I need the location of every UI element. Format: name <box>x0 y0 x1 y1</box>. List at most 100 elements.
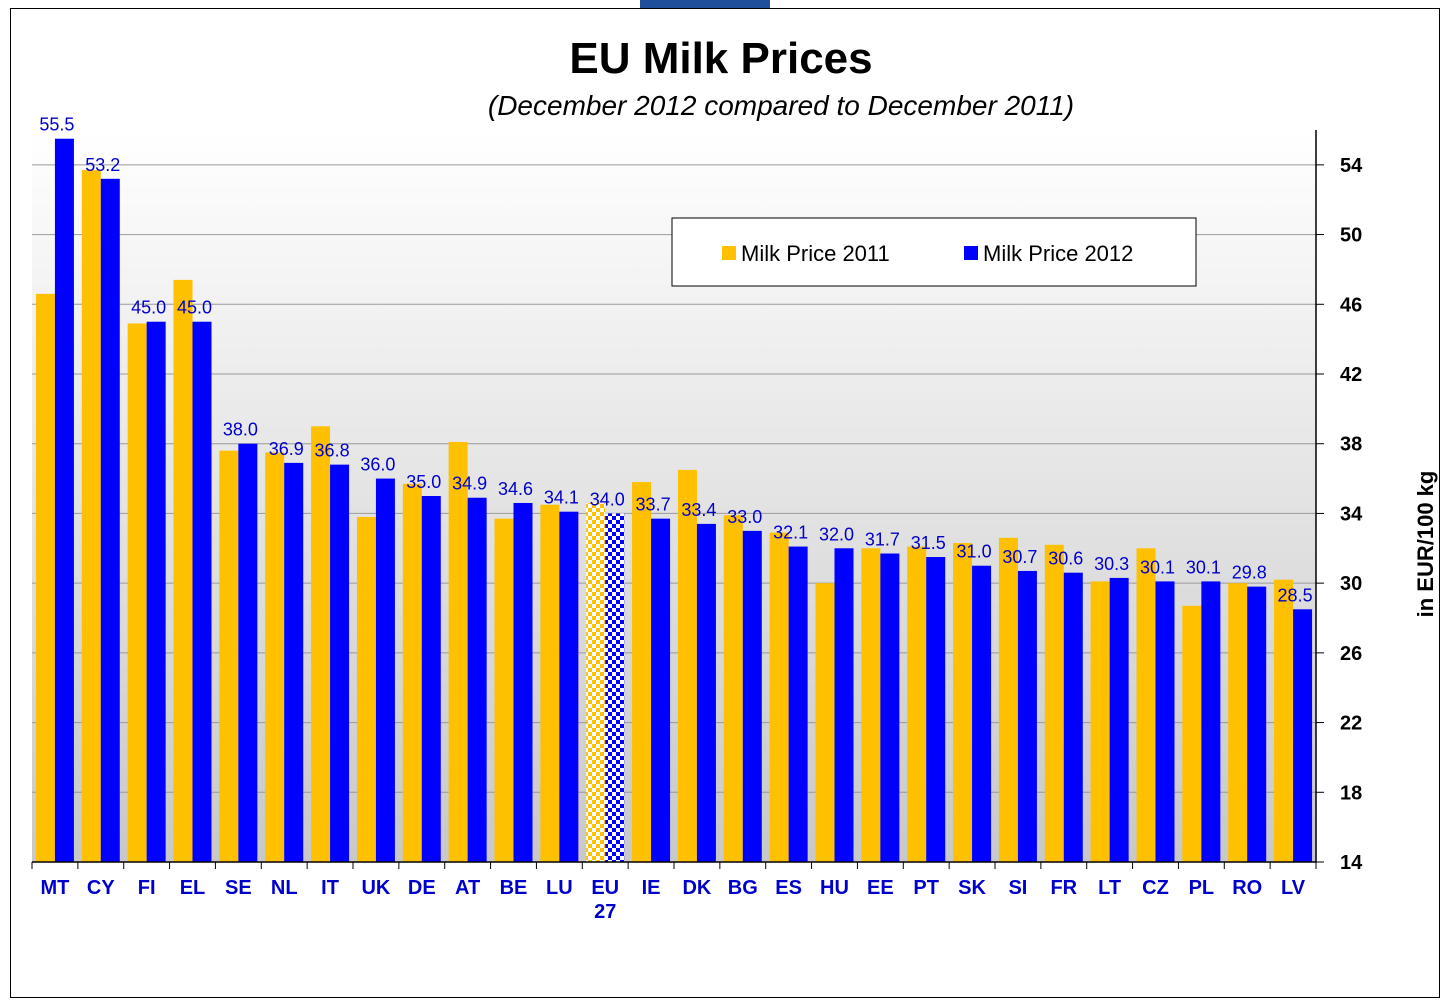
data-label-2012: 35.0 <box>406 472 441 492</box>
data-label-2012: 45.0 <box>131 298 166 318</box>
data-label-2012: 30.3 <box>1094 554 1129 574</box>
bar-2011 <box>769 532 789 862</box>
data-label-2012: 33.4 <box>681 500 716 520</box>
data-label-2012: 30.6 <box>1048 549 1083 569</box>
data-label-2012: 55.5 <box>39 115 74 135</box>
bar-2011 <box>861 548 881 862</box>
bar-2012 <box>1017 570 1037 862</box>
data-label-2012: 30.7 <box>1002 547 1037 567</box>
bar-2011 <box>1136 548 1156 862</box>
data-label-2012: 30.1 <box>1140 557 1175 577</box>
bar-2012 <box>513 502 533 862</box>
bar-2011 <box>173 279 193 862</box>
bar-2012 <box>192 321 212 862</box>
x-category-label: HU <box>820 877 849 899</box>
x-category-label: PL <box>1189 877 1215 899</box>
data-label-2012: 53.2 <box>85 155 120 175</box>
data-label-2012: 38.0 <box>223 420 258 440</box>
bar-2011 <box>356 516 376 862</box>
bar-2012 <box>651 518 671 862</box>
data-label-2012: 34.9 <box>452 474 487 494</box>
data-label-2012: 36.9 <box>269 439 304 459</box>
y-tick-label: 22 <box>1340 713 1362 735</box>
bar-2012 <box>605 513 625 862</box>
bar-2011 <box>1182 605 1202 862</box>
bar-2011 <box>402 483 422 862</box>
bar-2012 <box>375 478 395 862</box>
y-tick-label: 14 <box>1340 852 1363 874</box>
y-tick-label: 42 <box>1340 364 1362 386</box>
x-category-label: DK <box>682 877 711 899</box>
bar-2011 <box>1044 544 1064 862</box>
data-label-2012: 36.8 <box>315 441 350 461</box>
bar-2012 <box>238 443 258 862</box>
bar-2012 <box>467 497 487 862</box>
x-category-label: SK <box>958 877 986 899</box>
bar-2011 <box>907 546 927 862</box>
bars <box>35 138 1313 863</box>
bar-2011 <box>35 293 55 862</box>
data-label-2012: 31.0 <box>957 542 992 562</box>
bar-2012 <box>926 557 946 862</box>
x-category-label: CY <box>87 877 115 899</box>
bar-2011 <box>219 450 239 862</box>
y-tick-label: 38 <box>1340 434 1362 456</box>
legend-label-2012: Milk Price 2012 <box>983 241 1133 266</box>
x-category-label: FI <box>138 877 156 899</box>
bar-2011 <box>1274 579 1294 862</box>
legend-box <box>671 217 1197 287</box>
data-label-2012: 30.1 <box>1186 557 1221 577</box>
legend-swatch-2012 <box>964 246 978 260</box>
x-category-label: DE <box>408 877 436 899</box>
x-category-label: ES <box>775 877 802 899</box>
data-label-2012: 28.5 <box>1278 585 1313 605</box>
data-label-2012: 31.7 <box>865 530 900 550</box>
top-logo-mark <box>640 0 770 8</box>
data-label-2012: 34.6 <box>498 479 533 499</box>
bar-2011 <box>494 518 514 862</box>
data-label-2012: 32.0 <box>819 524 854 544</box>
data-label-2012: 45.0 <box>177 298 212 318</box>
x-category-label: CZ <box>1142 877 1169 899</box>
x-category-label: SI <box>1008 877 1027 899</box>
x-category-label: EE <box>867 877 894 899</box>
x-category-label: IT <box>321 877 339 899</box>
legend-swatch-2011 <box>722 246 736 260</box>
y-tick-label: 50 <box>1340 225 1362 247</box>
bar-2012 <box>788 546 808 862</box>
bar-2012 <box>1247 586 1267 862</box>
bar-2011 <box>1090 581 1110 862</box>
x-category-label: PT <box>913 877 939 899</box>
bar-2012 <box>421 496 441 862</box>
bar-2012 <box>559 511 579 862</box>
x-category-label: RO <box>1232 877 1262 899</box>
bar-2011 <box>815 583 835 862</box>
y-tick-label: 18 <box>1340 782 1362 804</box>
legend: Milk Price 2011 Milk Price 2012 <box>671 217 1197 287</box>
x-category-label: LV <box>1281 877 1306 899</box>
data-label-2012: 29.8 <box>1232 563 1267 583</box>
x-category-label: IE <box>642 877 661 899</box>
chart-title: EU Milk Prices <box>569 34 873 83</box>
bar-2011 <box>723 515 743 862</box>
bar-2011 <box>1228 583 1248 862</box>
y-axis-label: in EUR/100 kg <box>1413 471 1438 618</box>
bar-2012 <box>54 138 74 862</box>
y-tick-label: 46 <box>1340 294 1362 316</box>
y-tick-label: 26 <box>1340 643 1362 665</box>
x-category-label: EL <box>180 877 206 899</box>
x-category-label: EU <box>591 877 619 899</box>
bar-2011 <box>540 504 560 862</box>
x-category-label: AT <box>455 877 480 899</box>
data-label-2012: 32.1 <box>773 523 808 543</box>
bar-2011 <box>677 469 697 862</box>
bar-2011 <box>953 543 973 862</box>
x-category-label: MT <box>40 877 69 899</box>
bar-2011 <box>632 482 652 862</box>
data-label-2012: 36.0 <box>360 455 395 475</box>
bar-2011 <box>311 426 331 862</box>
x-category-label: LU <box>546 877 573 899</box>
bar-2011 <box>265 452 285 862</box>
bar-2012 <box>1155 581 1175 862</box>
data-label-2012: 33.7 <box>636 495 671 515</box>
